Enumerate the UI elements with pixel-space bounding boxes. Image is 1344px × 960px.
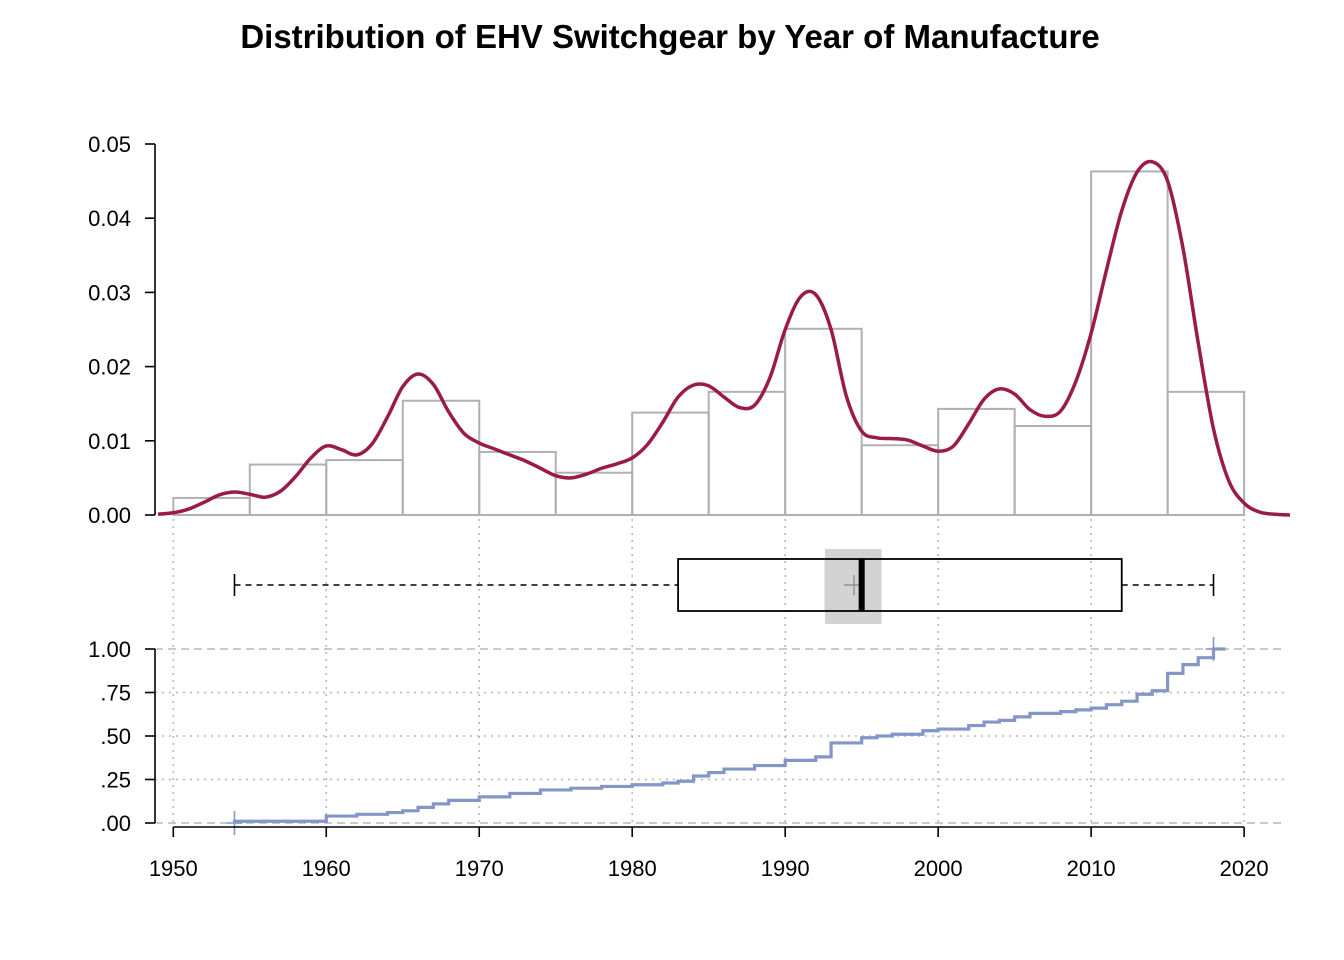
- x-tick-label: 2000: [914, 856, 963, 881]
- chart-title: Distribution of EHV Switchgear by Year o…: [240, 18, 1100, 55]
- histogram-bar: [937, 407, 1016, 517]
- ecdf-layer: [226, 637, 1226, 835]
- histogram-bar: [860, 444, 940, 517]
- histogram-bar: [1013, 424, 1093, 516]
- histogram-bar: [248, 463, 328, 517]
- ecdf-y-tick-label: .75: [100, 681, 131, 706]
- histogram-bar: [478, 450, 557, 516]
- median-confidence-band: [824, 549, 882, 624]
- histogram-bar: [1166, 390, 1246, 516]
- density-y-tick-label: 0.00: [88, 503, 131, 528]
- histogram-bar: [631, 411, 710, 516]
- histogram-bar: [401, 399, 481, 516]
- density-y-tick-label: 0.05: [88, 132, 131, 157]
- ecdf-y-tick-label: .25: [100, 768, 131, 793]
- histogram-bar: [1090, 170, 1169, 516]
- histogram-bar: [172, 496, 251, 516]
- x-tick-label: 1950: [149, 856, 198, 881]
- density-y-tick-label: 0.04: [88, 206, 131, 231]
- x-tick-label: 2020: [1220, 856, 1269, 881]
- ecdf-step-line: [232, 647, 1226, 823]
- density-curve-layer: [157, 159, 1291, 517]
- density-y-tick-label: 0.03: [88, 280, 131, 305]
- ecdf-y-tick-label: .00: [100, 811, 131, 836]
- ecdf-y-tick-label: 1.00: [88, 637, 131, 662]
- density-y-tick-label: 0.01: [88, 429, 131, 454]
- x-tick-label: 1980: [608, 856, 657, 881]
- histogram-bars: [172, 170, 1246, 517]
- x-tick-label: 1990: [761, 856, 810, 881]
- boxplot: [233, 549, 1215, 624]
- interquartile-box: [677, 558, 1123, 612]
- x-tick-label: 1960: [302, 856, 351, 881]
- density-y-tick-label: 0.02: [88, 355, 131, 380]
- x-tick-label: 1970: [455, 856, 504, 881]
- histogram-bar: [784, 327, 863, 516]
- axes: 0.00 0.01 0.02 0.03 0.04 0.05 .00 .25 .50 .75 1.00…: [88, 132, 1268, 881]
- density-curve: [157, 159, 1291, 517]
- ecdf-y-tick-label: .50: [100, 724, 131, 749]
- grid-lines: [155, 519, 1286, 824]
- x-tick-label: 2010: [1067, 856, 1116, 881]
- histogram-bar: [325, 459, 404, 517]
